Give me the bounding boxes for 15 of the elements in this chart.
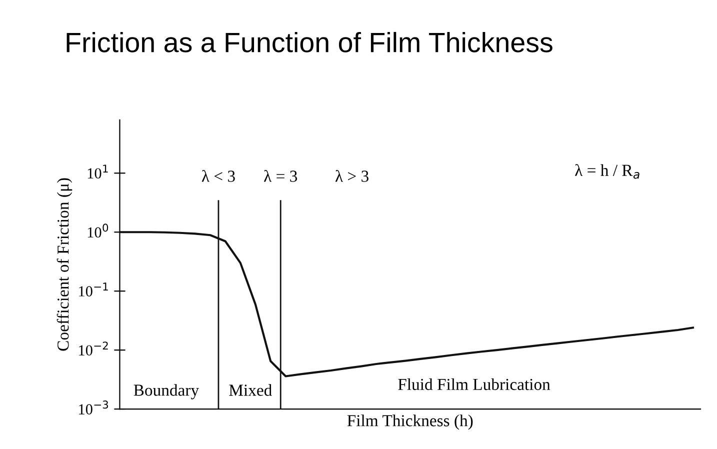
annotation: Mixed (229, 384, 272, 396)
annotation: λ > 3 (335, 170, 368, 182)
annotation: λ = 3 (264, 170, 298, 182)
annotation: Fluid Film Lubrication (398, 378, 550, 390)
annotation: Boundary (134, 384, 199, 400)
y-tick-label: 10$^{−2}$ (79, 342, 108, 356)
y-tick-label: 10$^{1}$ (88, 164, 108, 179)
y-tick-label: 10$^{0}$ (88, 224, 108, 238)
chart-title: Friction as a Function of Film Thickness (66, 32, 552, 52)
x-axis-title: Film Thickness (h) (347, 414, 473, 430)
annotation: λ = h / R$_{a}$ (575, 164, 640, 179)
y-tick-label: 10$^{−1}$ (79, 282, 108, 296)
y-tick-label: 10$^{−3}$ (79, 400, 108, 414)
y-axis-title: Coefficient of Friction (μ) (56, 178, 72, 351)
annotation: λ < 3 (202, 170, 235, 182)
